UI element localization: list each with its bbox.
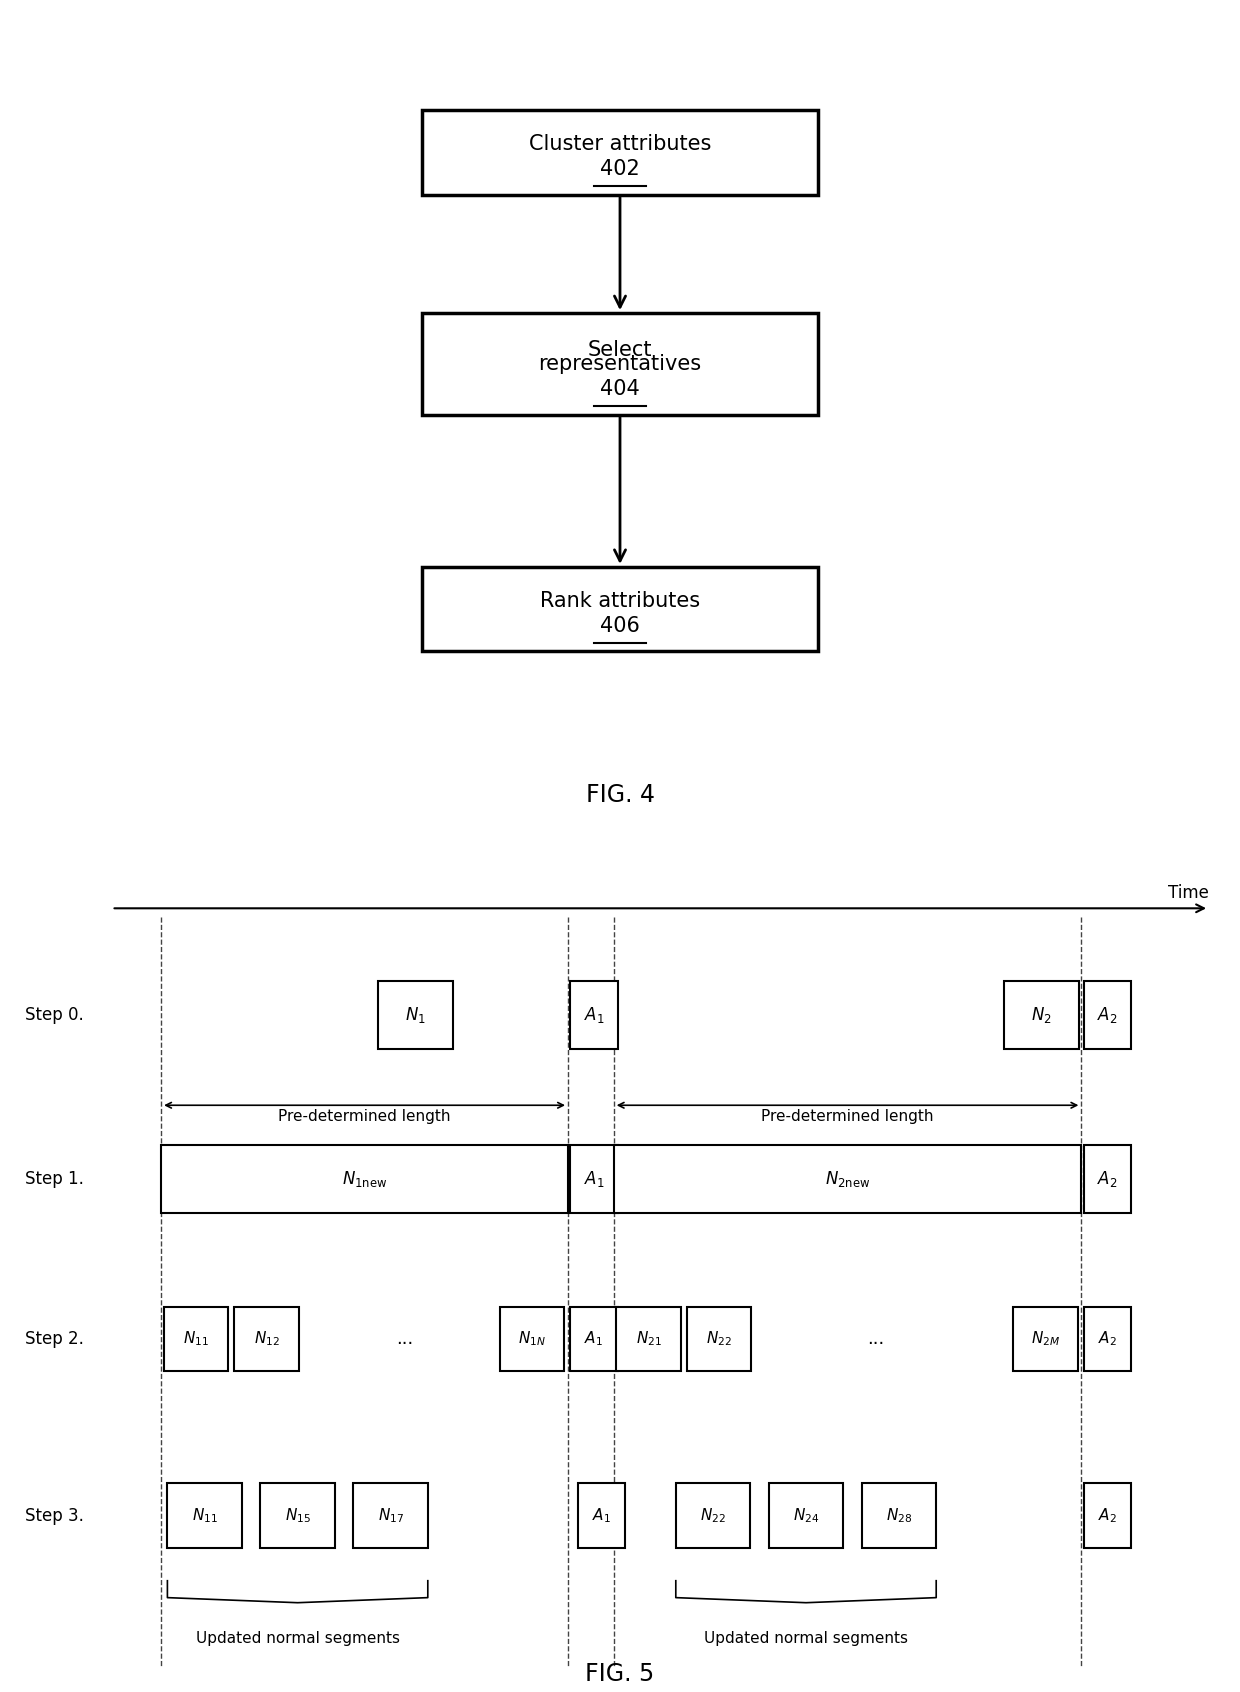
Text: $N_{2\mathrm{new}}$: $N_{2\mathrm{new}}$ — [825, 1169, 870, 1189]
FancyBboxPatch shape — [1084, 1145, 1131, 1213]
FancyBboxPatch shape — [260, 1484, 335, 1548]
Text: Select: Select — [588, 340, 652, 360]
FancyBboxPatch shape — [862, 1484, 936, 1548]
FancyBboxPatch shape — [687, 1306, 751, 1371]
Text: $N_{11}$: $N_{11}$ — [192, 1506, 217, 1524]
Text: 402: 402 — [600, 159, 640, 179]
FancyBboxPatch shape — [614, 1145, 1081, 1213]
Text: Step 0.: Step 0. — [25, 1007, 83, 1024]
Text: 406: 406 — [600, 616, 640, 636]
Text: $N_{22}$: $N_{22}$ — [701, 1506, 725, 1524]
FancyBboxPatch shape — [1004, 981, 1079, 1049]
Text: FIG. 5: FIG. 5 — [585, 1662, 655, 1685]
Text: Step 3.: Step 3. — [25, 1506, 83, 1524]
FancyBboxPatch shape — [1084, 981, 1131, 1049]
FancyBboxPatch shape — [422, 313, 818, 415]
Text: $N_{22}$: $N_{22}$ — [707, 1330, 732, 1349]
Text: $N_{1N}$: $N_{1N}$ — [518, 1330, 546, 1349]
Text: Step 2.: Step 2. — [25, 1330, 83, 1349]
Text: FIG. 4: FIG. 4 — [585, 783, 655, 807]
FancyBboxPatch shape — [167, 1484, 242, 1548]
Text: Time: Time — [1168, 883, 1209, 902]
Text: $A_2$: $A_2$ — [1097, 1005, 1117, 1025]
Text: ...: ... — [397, 1330, 413, 1349]
FancyBboxPatch shape — [616, 1306, 681, 1371]
Text: $N_{28}$: $N_{28}$ — [885, 1506, 913, 1524]
FancyBboxPatch shape — [422, 110, 818, 195]
FancyBboxPatch shape — [578, 1484, 625, 1548]
Text: $N_1$: $N_1$ — [405, 1005, 425, 1025]
Text: Step 1.: Step 1. — [25, 1171, 83, 1188]
Text: Rank attributes: Rank attributes — [539, 591, 701, 611]
Text: Pre-determined length: Pre-determined length — [278, 1108, 451, 1123]
FancyBboxPatch shape — [769, 1484, 843, 1548]
FancyBboxPatch shape — [570, 1306, 618, 1371]
Text: $N_{17}$: $N_{17}$ — [377, 1506, 404, 1524]
Text: $A_2$: $A_2$ — [1097, 1330, 1117, 1349]
Text: $A_2$: $A_2$ — [1097, 1506, 1117, 1524]
FancyBboxPatch shape — [378, 981, 453, 1049]
Text: $N_2$: $N_2$ — [1032, 1005, 1052, 1025]
FancyBboxPatch shape — [1084, 1306, 1131, 1371]
Text: $A_1$: $A_1$ — [584, 1169, 604, 1189]
FancyBboxPatch shape — [1013, 1306, 1078, 1371]
Text: 404: 404 — [600, 379, 640, 399]
FancyBboxPatch shape — [1084, 1484, 1131, 1548]
Text: $N_{11}$: $N_{11}$ — [184, 1330, 208, 1349]
Text: $A_1$: $A_1$ — [584, 1330, 604, 1349]
Text: Pre-determined length: Pre-determined length — [761, 1108, 934, 1123]
Text: $N_{24}$: $N_{24}$ — [792, 1506, 820, 1524]
Text: $N_{2M}$: $N_{2M}$ — [1030, 1330, 1060, 1349]
FancyBboxPatch shape — [676, 1484, 750, 1548]
Text: ...: ... — [867, 1330, 884, 1349]
FancyBboxPatch shape — [500, 1306, 564, 1371]
FancyBboxPatch shape — [570, 1145, 618, 1213]
Text: Cluster attributes: Cluster attributes — [528, 134, 712, 154]
Text: $N_{21}$: $N_{21}$ — [636, 1330, 661, 1349]
Text: $A_2$: $A_2$ — [1097, 1169, 1117, 1189]
Text: $N_{12}$: $N_{12}$ — [254, 1330, 279, 1349]
Text: $N_{1\mathrm{new}}$: $N_{1\mathrm{new}}$ — [342, 1169, 387, 1189]
FancyBboxPatch shape — [234, 1306, 299, 1371]
Text: representatives: representatives — [538, 354, 702, 374]
Text: $A_1$: $A_1$ — [584, 1005, 604, 1025]
FancyBboxPatch shape — [353, 1484, 428, 1548]
Text: $A_1$: $A_1$ — [591, 1506, 611, 1524]
FancyBboxPatch shape — [570, 981, 618, 1049]
Text: Updated normal segments: Updated normal segments — [704, 1631, 908, 1646]
Text: Updated normal segments: Updated normal segments — [196, 1631, 399, 1646]
FancyBboxPatch shape — [422, 567, 818, 651]
FancyBboxPatch shape — [164, 1306, 228, 1371]
FancyBboxPatch shape — [161, 1145, 568, 1213]
Text: $N_{15}$: $N_{15}$ — [285, 1506, 310, 1524]
